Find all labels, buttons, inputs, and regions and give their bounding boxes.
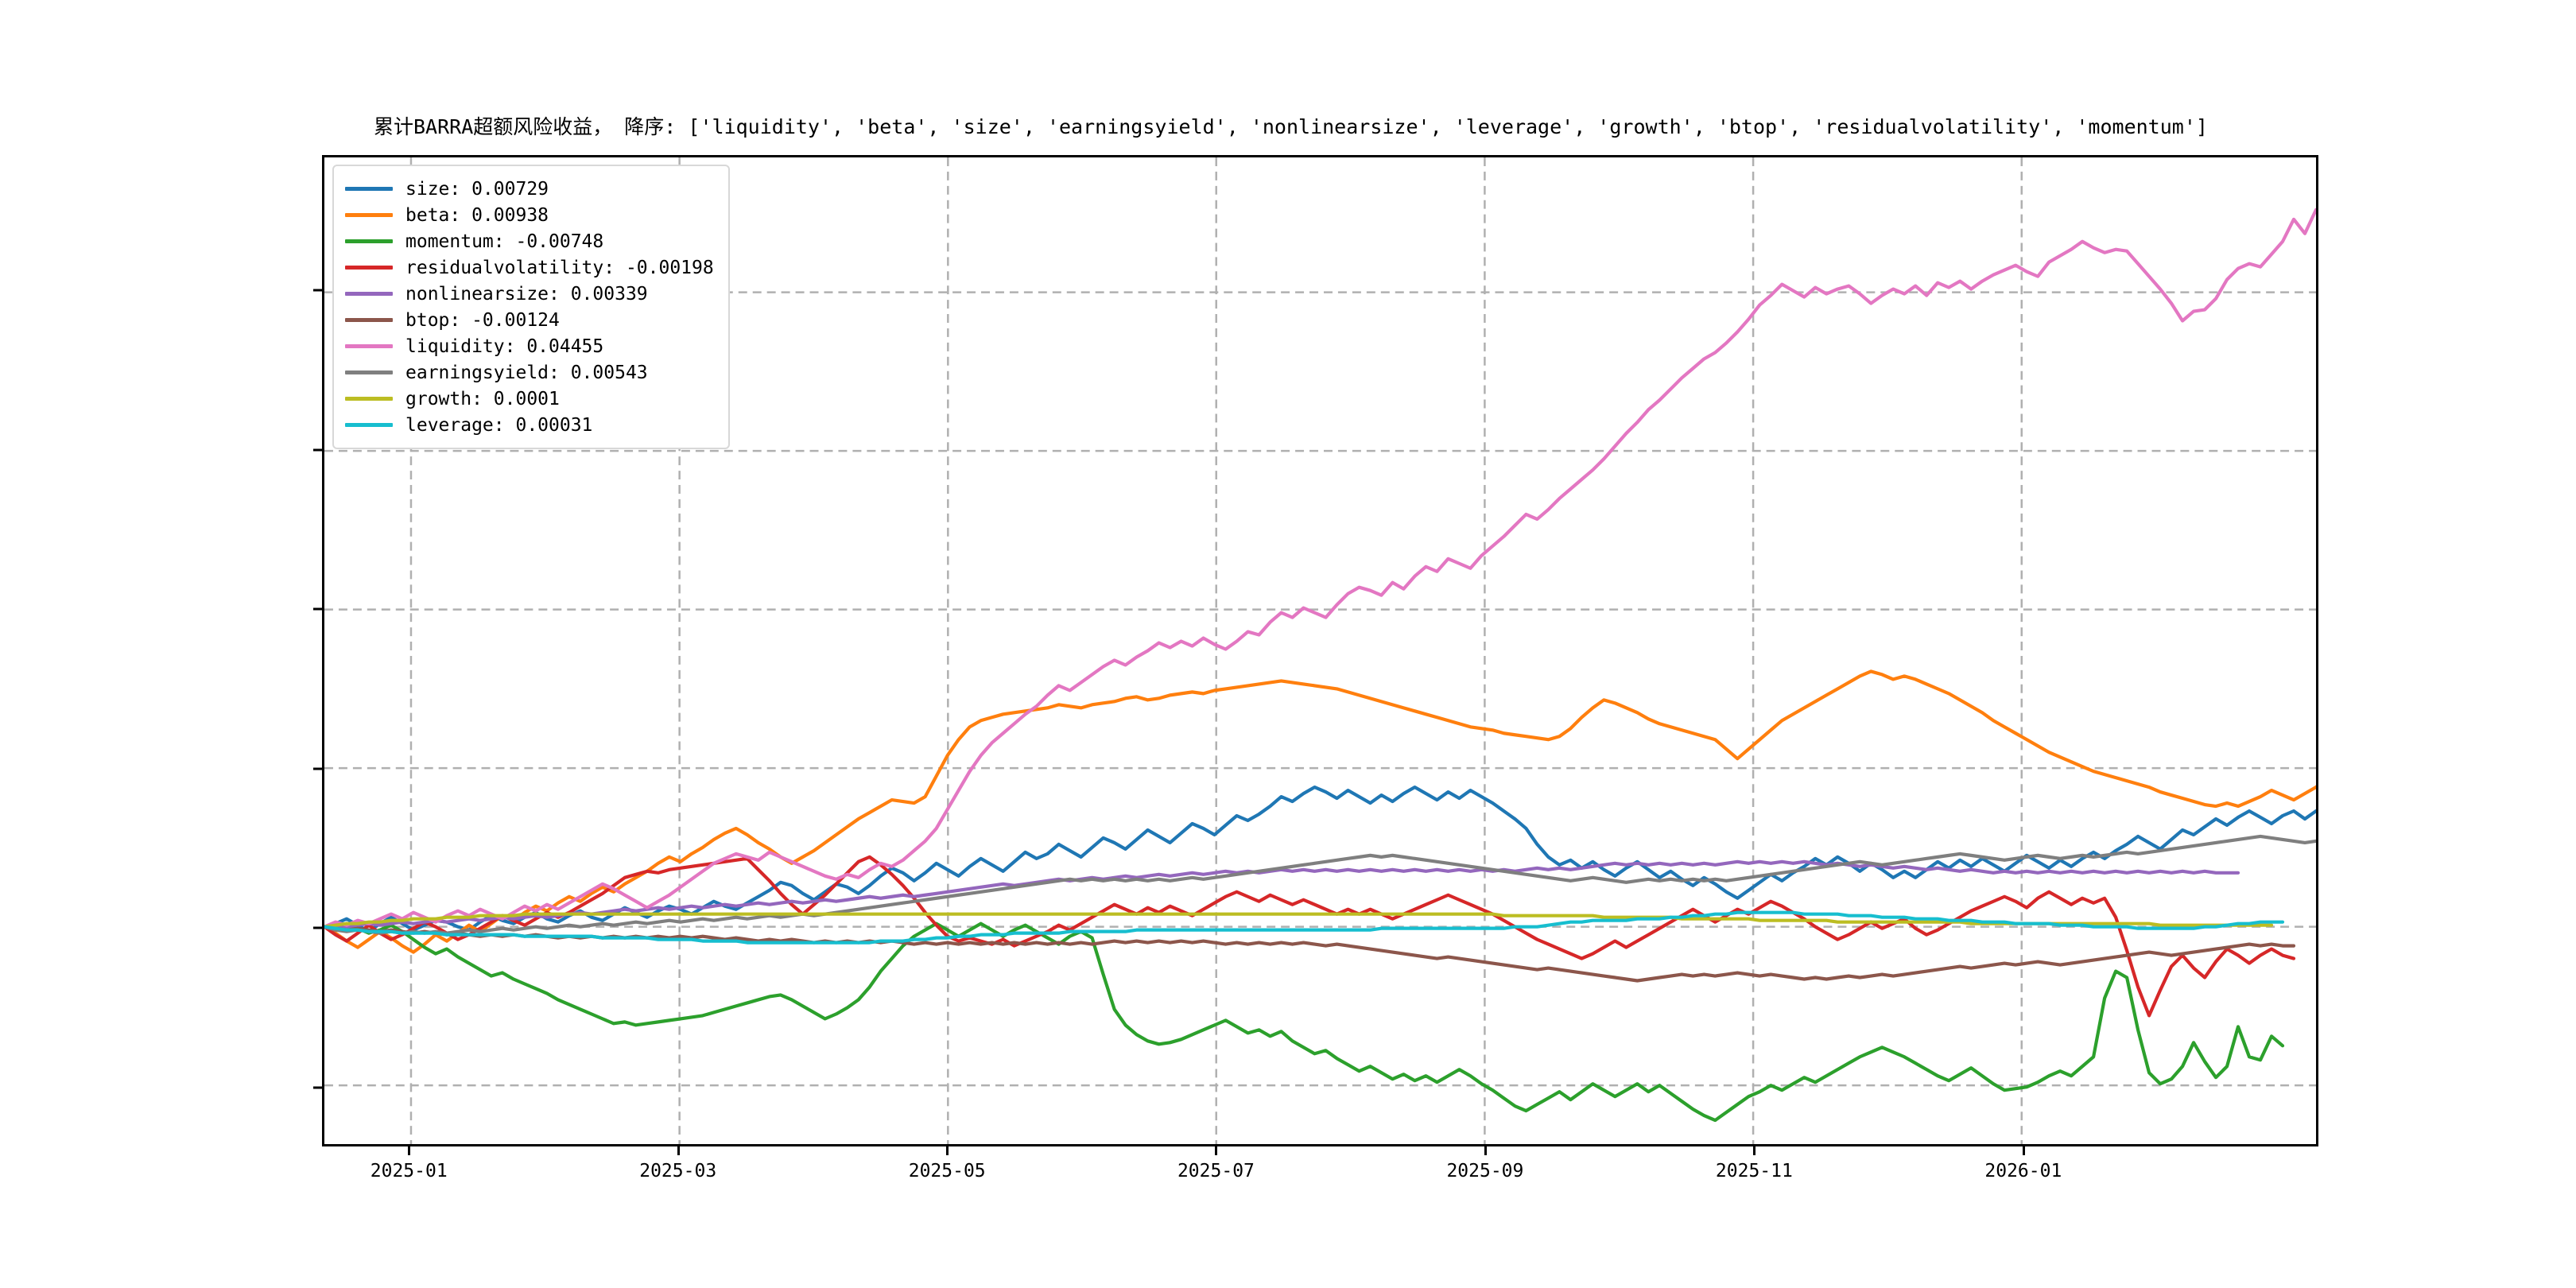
legend-item-liquidity[interactable]: liquidity: 0.04455 bbox=[345, 333, 714, 359]
legend-label-liquidity: liquidity: 0.04455 bbox=[405, 336, 604, 357]
series-lines-layer bbox=[324, 208, 2316, 1123]
x-tick-label: 2025-05 bbox=[908, 1161, 986, 1181]
legend-swatch-size bbox=[345, 187, 393, 191]
x-tick-mark bbox=[677, 1146, 680, 1155]
legend-swatch-residualvolatility bbox=[345, 266, 393, 270]
legend-label-leverage: leverage: 0.00031 bbox=[405, 414, 593, 436]
legend-item-earningsyield[interactable]: earningsyield: 0.00543 bbox=[345, 359, 714, 386]
legend-swatch-earningsyield bbox=[345, 370, 393, 374]
legend-swatch-btop bbox=[345, 318, 393, 322]
legend-item-momentum[interactable]: momentum: -0.00748 bbox=[345, 228, 714, 254]
x-tick-label: 2025-07 bbox=[1177, 1161, 1255, 1181]
legend-item-beta[interactable]: beta: 0.00938 bbox=[345, 202, 714, 228]
legend-label-size: size: 0.00729 bbox=[405, 178, 549, 200]
series-line-earningsyield bbox=[324, 834, 2316, 935]
legend-swatch-liquidity bbox=[345, 344, 393, 348]
series-line-btop bbox=[324, 925, 2296, 983]
legend-swatch-leverage bbox=[345, 423, 393, 427]
legend-swatch-beta bbox=[345, 213, 393, 217]
x-tick-mark bbox=[1753, 1146, 1756, 1155]
x-tick-label: 2025-09 bbox=[1446, 1161, 1524, 1181]
x-tick-mark bbox=[408, 1146, 411, 1155]
y-tick-mark bbox=[313, 926, 322, 929]
x-tick-mark bbox=[1215, 1146, 1218, 1155]
legend-label-earningsyield: earningsyield: 0.00543 bbox=[405, 362, 648, 383]
y-tick-mark bbox=[313, 767, 322, 770]
legend-item-leverage[interactable]: leverage: 0.00031 bbox=[345, 412, 714, 438]
x-tick-mark bbox=[946, 1146, 949, 1155]
legend-item-btop[interactable]: btop: -0.00124 bbox=[345, 307, 714, 333]
y-tick-mark bbox=[313, 289, 322, 292]
series-line-momentum bbox=[324, 921, 2285, 1123]
legend-label-beta: beta: 0.00938 bbox=[405, 204, 549, 226]
chart-legend[interactable]: size: 0.00729 beta: 0.00938 momentum: -0.0… bbox=[332, 165, 730, 449]
series-line-leverage bbox=[324, 910, 2285, 945]
legend-label-btop: btop: -0.00124 bbox=[405, 309, 560, 331]
x-tick-label: 2025-11 bbox=[1715, 1161, 1793, 1181]
legend-item-growth[interactable]: growth: 0.0001 bbox=[345, 386, 714, 412]
chart-title: 累计BARRA超额风险收益， 降序: ['liquidity', 'beta',… bbox=[374, 115, 2208, 138]
x-tick-mark bbox=[1484, 1146, 1487, 1155]
legend-swatch-growth bbox=[345, 397, 393, 401]
y-tick-mark bbox=[313, 607, 322, 611]
series-line-growth bbox=[324, 912, 2274, 929]
series-line-beta bbox=[324, 669, 2316, 954]
legend-label-nonlinearsize: nonlinearsize: 0.00339 bbox=[405, 283, 648, 305]
x-tick-label: 2025-03 bbox=[639, 1161, 717, 1181]
legend-item-nonlinearsize[interactable]: nonlinearsize: 0.00339 bbox=[345, 281, 714, 307]
legend-label-growth: growth: 0.0001 bbox=[405, 388, 560, 409]
y-tick-mark bbox=[313, 1086, 322, 1089]
series-line-liquidity bbox=[324, 208, 2316, 929]
series-line-size bbox=[324, 785, 2316, 933]
series-line-residualvolatility bbox=[324, 855, 2296, 1018]
legend-item-residualvolatility[interactable]: residualvolatility: -0.00198 bbox=[345, 254, 714, 281]
legend-item-size[interactable]: size: 0.00729 bbox=[345, 176, 714, 202]
legend-swatch-nonlinearsize bbox=[345, 292, 393, 296]
x-tick-mark bbox=[2022, 1146, 2025, 1155]
x-tick-label: 2025-01 bbox=[370, 1161, 448, 1181]
legend-label-momentum: momentum: -0.00748 bbox=[405, 231, 604, 252]
legend-swatch-momentum bbox=[345, 239, 393, 243]
legend-label-residualvolatility: residualvolatility: -0.00198 bbox=[405, 257, 714, 278]
plot-svg bbox=[324, 157, 2316, 1144]
y-tick-mark bbox=[313, 448, 322, 452]
x-tick-label: 2026-01 bbox=[1984, 1161, 2062, 1181]
